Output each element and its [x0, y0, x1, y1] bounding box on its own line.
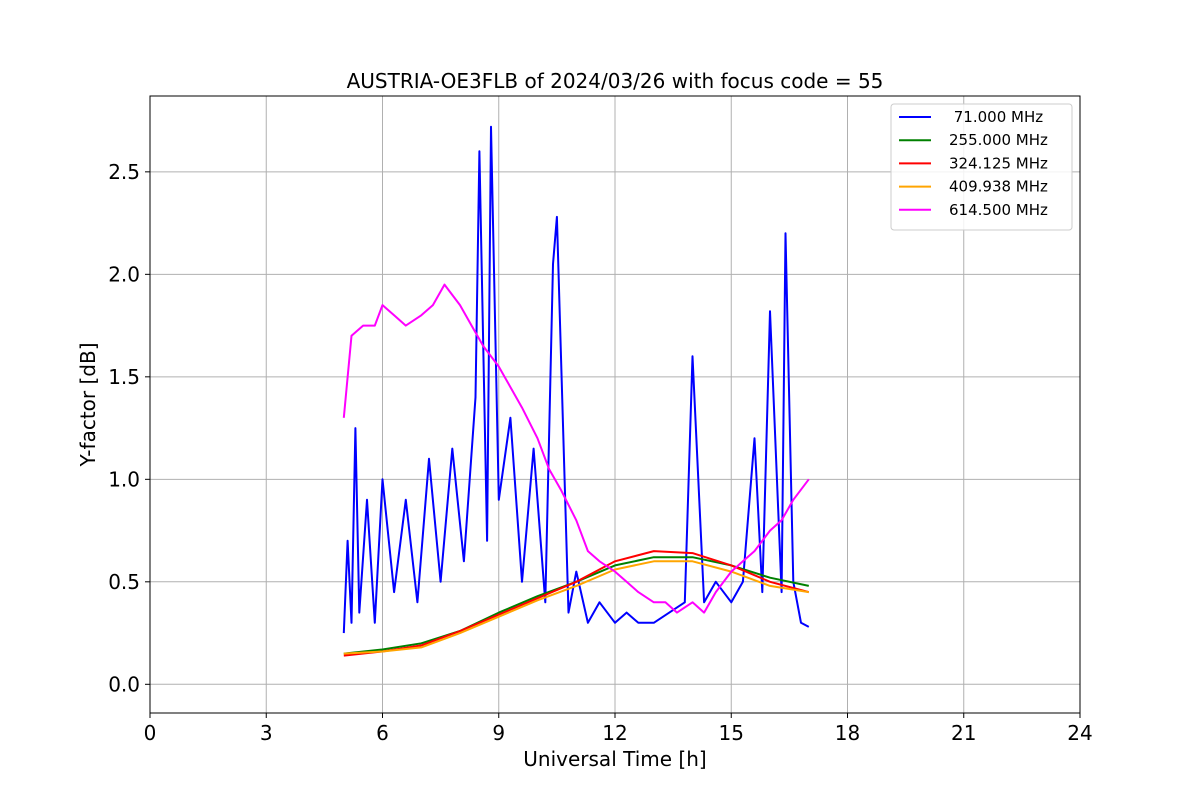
series-line: [343, 550, 810, 657]
x-axis-label: Universal Time [h]: [523, 747, 706, 771]
x-tick-label: 6: [376, 721, 389, 745]
y-tick-label: 0.0: [108, 672, 140, 696]
y-tick-label: 2.5: [108, 160, 140, 184]
legend-label: 71.000 MHz: [949, 108, 1043, 126]
x-tick-label: 24: [1067, 721, 1092, 745]
ticks: 0 3 6 9 12 15 18 21 24 0.0 0.5 1.0 1.5 2.0 2.5: [108, 160, 1093, 745]
x-tick-label: 3: [260, 721, 273, 745]
y-tick-label: 2.0: [108, 262, 140, 286]
series-line: [342, 125, 810, 634]
y-axis-label: Y-factor [dB]: [76, 342, 100, 467]
y-tick-label: 1.0: [108, 467, 140, 491]
x-tick-label: 21: [951, 721, 976, 745]
legend-label: 324.125 MHz: [949, 154, 1048, 172]
x-tick-label: 9: [492, 721, 505, 745]
legend-label: 255.000 MHz: [949, 131, 1048, 149]
series-line: [342, 283, 810, 614]
x-tick-label: 15: [719, 721, 744, 745]
x-tick-label: 0: [144, 721, 157, 745]
series-layer: [342, 125, 810, 657]
legend-label: 409.938 MHz: [949, 178, 1048, 196]
y-tick-label: 0.5: [108, 570, 140, 594]
grid: [149, 96, 1081, 713]
legend-box: [890, 103, 1073, 231]
x-tick-label: 12: [602, 721, 627, 745]
x-tick-label: 18: [835, 721, 860, 745]
chart-title: AUSTRIA-OE3FLB of 2024/03/26 with focus …: [347, 69, 884, 93]
y-tick-label: 1.5: [108, 365, 140, 389]
legend-label: 614.500 MHz: [949, 201, 1048, 219]
legend: 71.000 MHz 255.000 MHz 324.125 MHz 409.938 …: [890, 103, 1073, 231]
